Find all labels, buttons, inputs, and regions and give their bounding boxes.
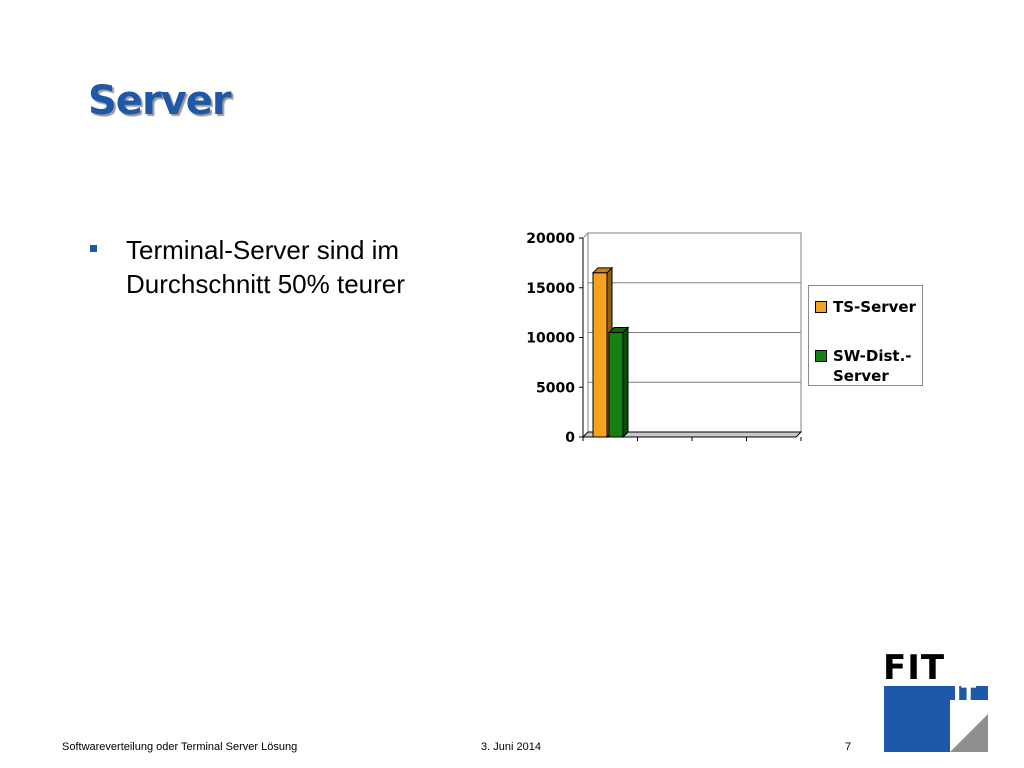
footer-page-number: 7 (845, 741, 852, 753)
fit-it-logo: FIT IT (880, 648, 990, 752)
footer-date: 3. Juni 2014 (481, 741, 541, 753)
logo-blue-bar (950, 686, 988, 700)
legend-label-sw-dist-server: SW-Dist.-Server (833, 347, 912, 385)
y-tick-label: 15000 (526, 281, 575, 297)
bar-sw-dist-server (607, 326, 630, 439)
bar-side (622, 326, 629, 439)
chart-floor (581, 431, 803, 438)
y-axis-depth-edge (582, 232, 589, 239)
chart-bars (591, 266, 630, 439)
legend-entry-sw-dist-server: SW-Dist.-Server (815, 346, 925, 386)
y-tick-label: 20000 (526, 231, 575, 247)
logo-blue-square (884, 686, 950, 752)
y-tick-label: 0 (565, 430, 575, 446)
bar-front (592, 272, 608, 438)
legend-label-ts-server: TS-Server (833, 298, 916, 316)
bullet-marker (90, 245, 97, 252)
logo-text-it: IT (953, 682, 977, 707)
legend-swatch-ts-server (815, 301, 827, 313)
logo-gray-triangle (950, 714, 988, 752)
bullet-text: Terminal-Server sind im Durchschnitt 50%… (126, 235, 405, 299)
chart-tick-labels: 0 5000 10000 15000 20000 (526, 231, 575, 446)
logo-text-fit: FIT (883, 648, 946, 688)
bar-front (608, 332, 624, 438)
footer-title: Softwareverteilung oder Terminal Server … (62, 741, 298, 753)
slide-title: Server (88, 78, 232, 124)
y-tick-label: 10000 (526, 331, 575, 347)
legend-entry-ts-server: TS-Server (815, 297, 925, 317)
chart-axes (579, 232, 803, 441)
chart-legend: TS-Server SW-Dist.-Server (808, 285, 923, 386)
y-tick-label: 5000 (536, 380, 575, 396)
legend-swatch-sw-dist-server (815, 350, 827, 362)
